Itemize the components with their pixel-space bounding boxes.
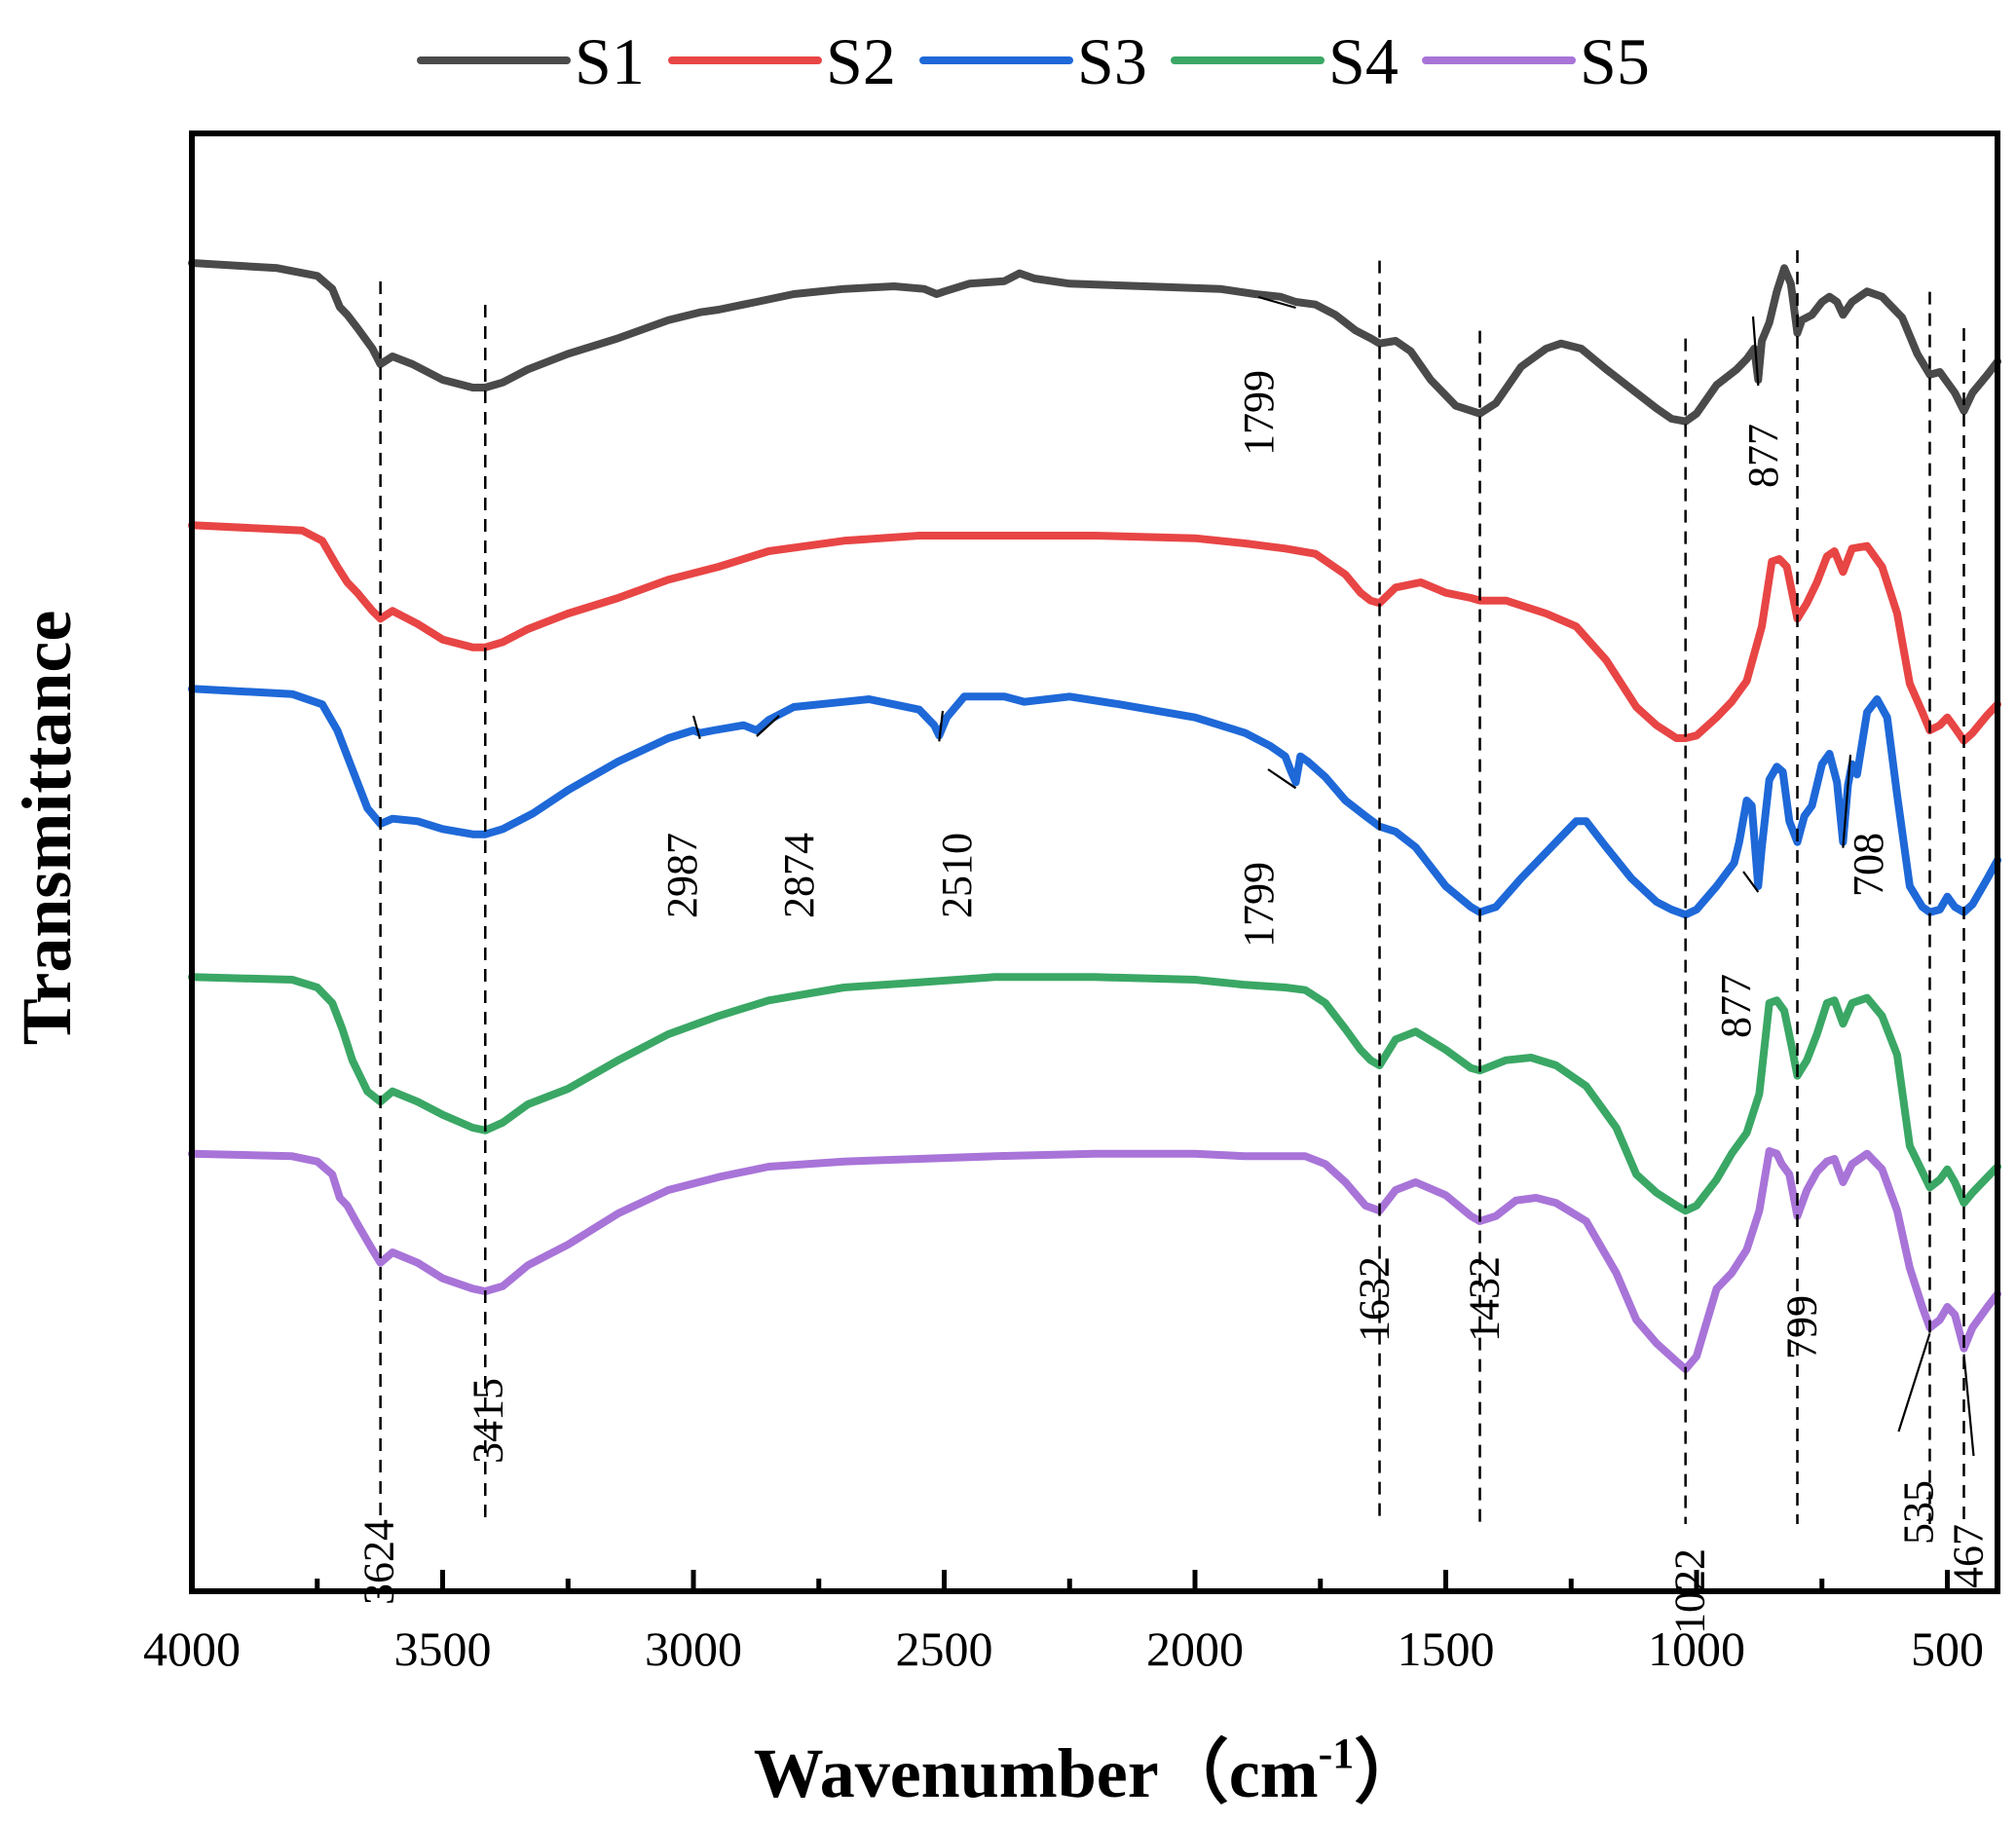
series-line-s5 — [188, 1147, 2001, 1373]
x-axis-title-close: ） — [1354, 1734, 1424, 1812]
annotation-leader-8 — [1257, 295, 1296, 310]
x-tick-label-1000: 1000 — [1648, 1621, 1745, 1676]
x-tick-label-1500: 1500 — [1398, 1621, 1495, 1676]
x-tick-label-3500: 3500 — [394, 1621, 492, 1676]
series-layer — [188, 259, 2001, 1373]
annotation-leader-11 — [756, 715, 780, 737]
series-line-s1 — [188, 259, 2001, 426]
annotation-label-15: 708 — [1845, 833, 1892, 897]
annotation-label-10: 2987 — [658, 833, 706, 918]
annotation-label-13: 1799 — [1235, 862, 1283, 948]
x-axis-title-main: Wavenumber（cm — [754, 1734, 1319, 1812]
x-tick-label-500: 500 — [1911, 1621, 1984, 1676]
y-axis-title: Transmittance — [8, 611, 86, 1046]
annotation-leader-14 — [1742, 871, 1760, 893]
legend-label-s2: S2 — [826, 24, 896, 98]
legend-label-s3: S3 — [1077, 24, 1147, 98]
legend-label-s1: S1 — [575, 24, 645, 98]
x-tick-label-2500: 2500 — [896, 1621, 993, 1676]
plot-frame — [189, 130, 2000, 1594]
annotation-label-6: 535 — [1895, 1480, 1943, 1545]
legend-label-s5: S5 — [1580, 24, 1650, 98]
x-tick-label-3000: 3000 — [645, 1621, 742, 1676]
annotation-leader-13 — [1267, 768, 1297, 790]
annotation-leader-6 — [1897, 1333, 1931, 1433]
annotation-label-5: 799 — [1778, 1295, 1826, 1359]
x-tick-label-4000: 4000 — [143, 1621, 241, 1676]
series-line-s3 — [188, 685, 2001, 919]
annotation-leader-7 — [1962, 1354, 1975, 1457]
legend: S1 S2 S3 S4 S5 — [417, 24, 1650, 98]
x-axis-title-sup: -1 — [1319, 1730, 1355, 1777]
annotation-label-12: 2510 — [933, 833, 981, 918]
x-axis-title: Wavenumber（cm-1） — [754, 1730, 1425, 1812]
annotation-label-2: 1632 — [1351, 1256, 1399, 1342]
annotation-label-14: 877 — [1712, 974, 1760, 1038]
x-tick-label-2000: 2000 — [1146, 1621, 1244, 1676]
annotation-leader-15 — [1842, 754, 1852, 848]
series-line-s4 — [188, 973, 2001, 1215]
annotation-label-11: 2874 — [775, 833, 823, 918]
annotation-label-7: 467 — [1945, 1524, 1993, 1588]
annotation-leader-10 — [691, 715, 701, 739]
annotation-label-9: 877 — [1739, 424, 1787, 488]
annotation-leader-9 — [1751, 316, 1760, 387]
annotation-label-8: 1799 — [1235, 370, 1283, 456]
annotation-leader-12 — [938, 710, 945, 742]
annotation-label-3: 1432 — [1461, 1256, 1509, 1342]
annotation-label-1: 3415 — [464, 1378, 511, 1464]
series-line-s2 — [188, 521, 2001, 745]
legend-label-s4: S4 — [1328, 24, 1399, 98]
reference-lines — [379, 250, 1965, 1524]
x-axis-ticks: 4000 3500 3000 2500 2000 1500 1000 500 — [143, 1570, 1984, 1676]
